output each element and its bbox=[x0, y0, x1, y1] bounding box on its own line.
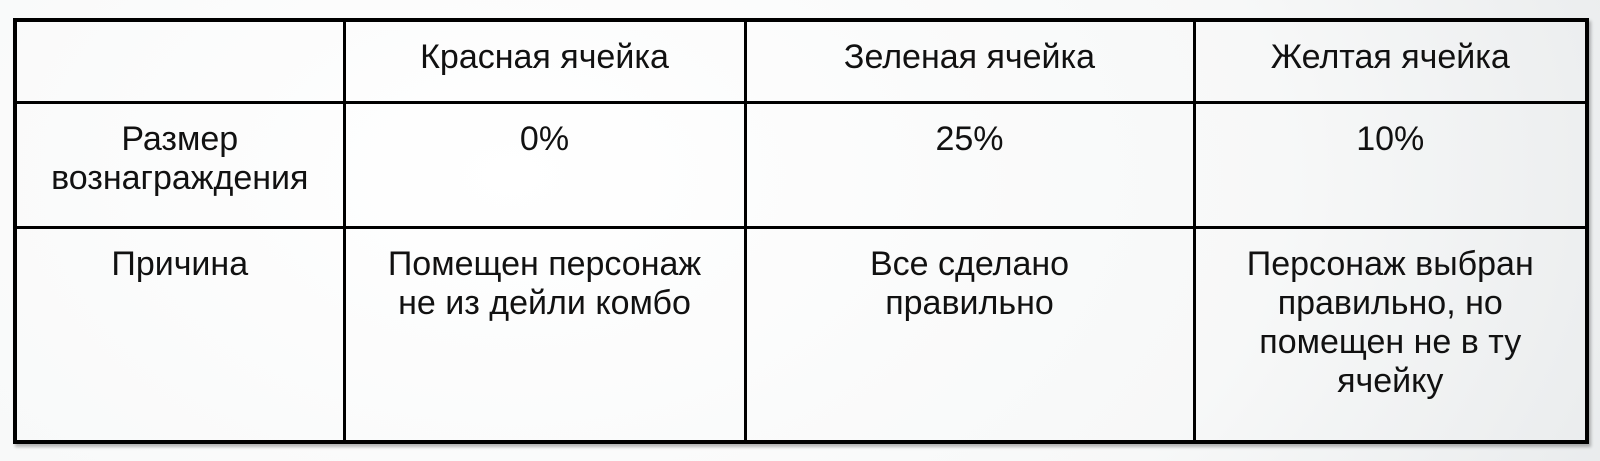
reward-table: Красная ячейка Зеленая ячейка Желтая яче… bbox=[13, 18, 1589, 444]
row-label-reward-size: Размер вознаграждения bbox=[13, 100, 346, 229]
cell-yellow-reason: Персонаж выбран правильно, но помещен не… bbox=[1192, 225, 1589, 444]
cell-yellow-reward: 10% bbox=[1192, 100, 1589, 229]
cell-red-reason: Помещен персонаж не из дейли комбо bbox=[342, 225, 747, 444]
cell-green-reason: Все сделано правильно bbox=[743, 225, 1196, 444]
header-cell-empty bbox=[13, 18, 346, 104]
header-cell-green: Зеленая ячейка bbox=[743, 18, 1196, 104]
cell-red-reward: 0% bbox=[342, 100, 747, 229]
table-row-reward-size: Размер вознаграждения 0% 25% 10% bbox=[13, 100, 1589, 229]
table-row-reason: Причина Помещен персонаж не из дейли ком… bbox=[13, 225, 1589, 444]
header-cell-yellow: Желтая ячейка bbox=[1192, 18, 1589, 104]
table-header-row: Красная ячейка Зеленая ячейка Желтая яче… bbox=[13, 18, 1589, 104]
cell-green-reward: 25% bbox=[743, 100, 1196, 229]
header-cell-red: Красная ячейка bbox=[342, 18, 747, 104]
row-label-reason: Причина bbox=[13, 225, 346, 444]
